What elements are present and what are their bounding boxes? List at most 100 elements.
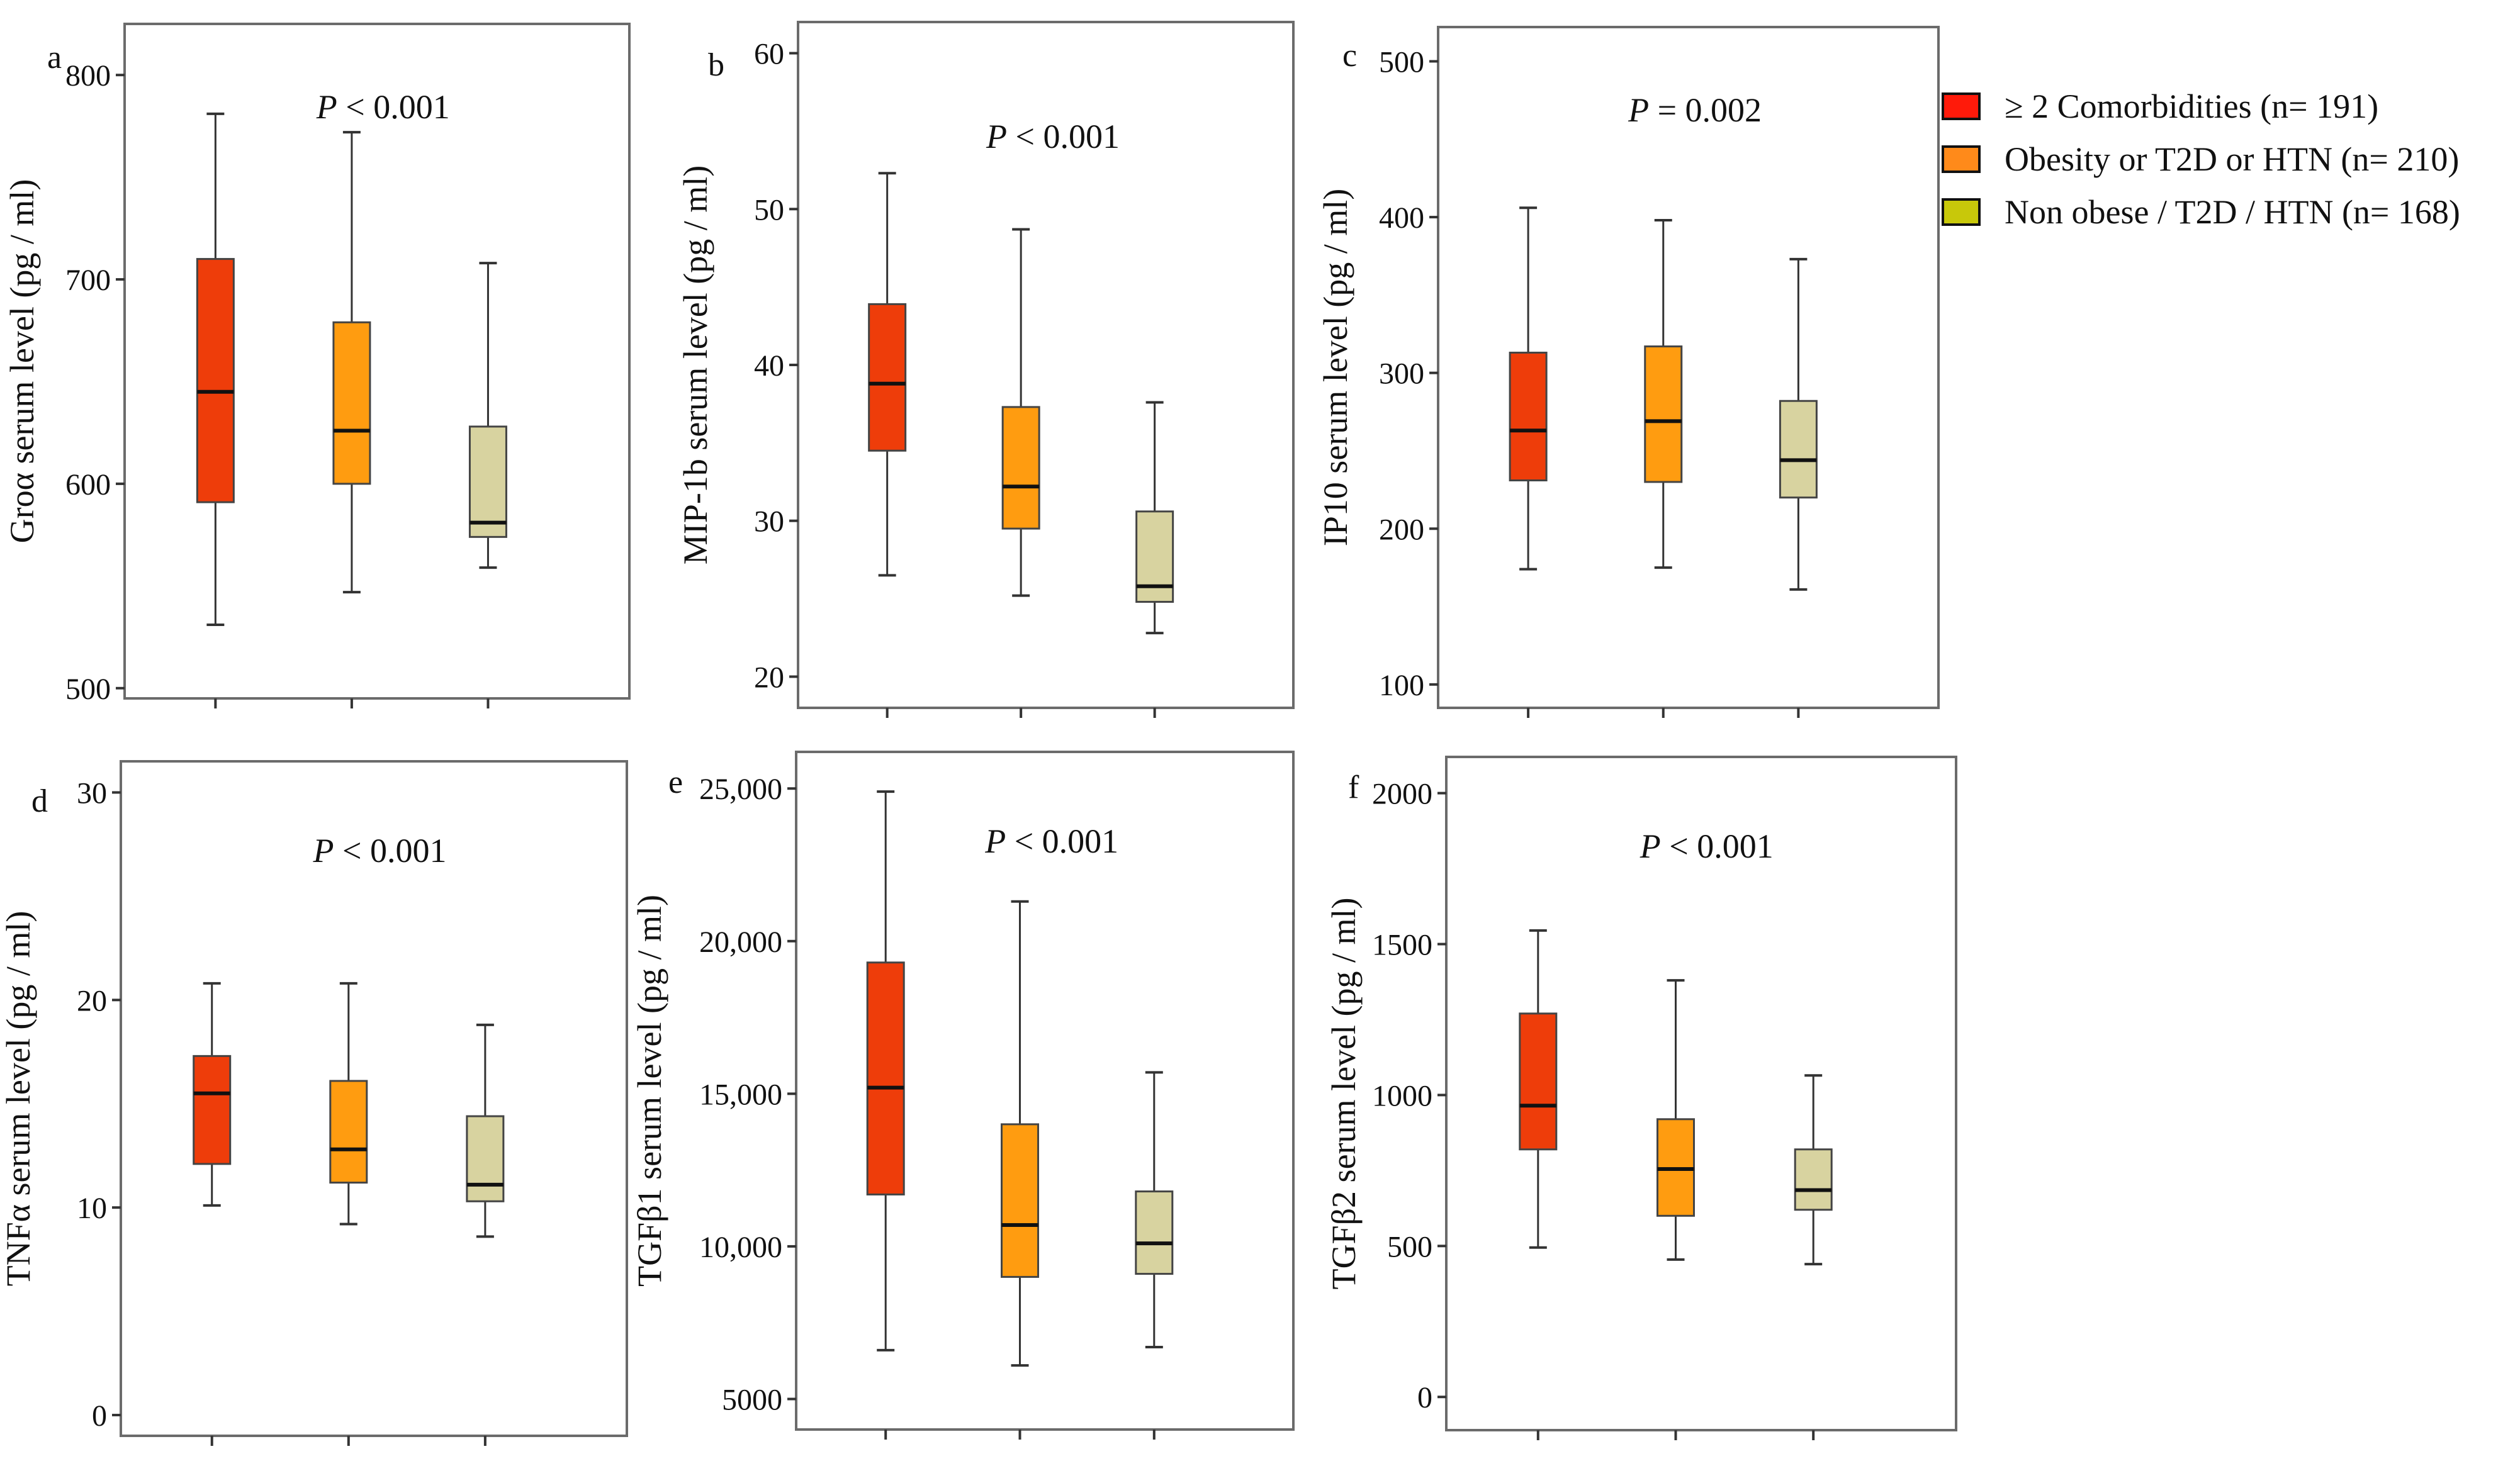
- box-iqr: [868, 303, 907, 452]
- y-tick-label: 10: [77, 1192, 107, 1225]
- panel-a: a P < 0.001 500 600 700 800 Groα serum level (…: [3, 23, 631, 708]
- box-3: [1135, 1071, 1174, 1349]
- panel-e: e P < 0.001 5000 10,000 15,000 20,000 25,000 TG…: [631, 751, 1295, 1440]
- box-1: [866, 790, 905, 1351]
- box-iqr: [332, 321, 371, 485]
- box-2: [1644, 219, 1683, 569]
- box-iqr: [1779, 400, 1818, 499]
- legend-swatch-orange: [1942, 145, 1981, 173]
- panel-letter: a: [47, 40, 62, 76]
- panel-f: f P < 0.001 0 500 1000 1500 2000 TGFβ2 serum le…: [1325, 756, 1957, 1440]
- panel-letter: b: [708, 47, 724, 83]
- p-value-text: < 0.001: [337, 88, 450, 126]
- y-tick-label: 400: [1379, 201, 1424, 235]
- y-tick-label: 5000: [722, 1383, 782, 1416]
- box-2: [329, 982, 368, 1226]
- box-2: [1001, 900, 1039, 1367]
- box-iqr: [1509, 351, 1548, 482]
- box-iqr: [1794, 1148, 1833, 1211]
- legend-item-multiple-comorbidities: ≥ 2 Comorbidities (n= 191): [1942, 82, 2378, 131]
- y-tick-label: 20: [77, 984, 107, 1017]
- y-axis-label: TGFβ2 serum level (pg / ml): [1325, 898, 1363, 1290]
- panel-letter: f: [1348, 769, 1359, 805]
- legend-label: Obesity or T2D or HTN (n= 210): [2005, 140, 2460, 178]
- y-tick-label: 1000: [1372, 1079, 1432, 1112]
- p-value-text: < 0.001: [334, 832, 447, 870]
- p-symbol: P: [1640, 827, 1661, 865]
- panel-frame: [1437, 26, 1940, 709]
- box-iqr: [329, 1080, 368, 1184]
- y-tick-label: 20,000: [699, 926, 782, 959]
- y-axis-label: IP10 serum level (pg / ml): [1317, 189, 1354, 546]
- panel-c: c P = 0.002 100 200 300 400 500 IP10 serum leve…: [1317, 26, 1940, 718]
- y-tick-label: 200: [1379, 513, 1424, 546]
- box-iqr: [1135, 510, 1174, 603]
- box-iqr: [1135, 1190, 1174, 1275]
- y-tick-label: 100: [1379, 669, 1424, 702]
- y-tick-label: 2000: [1372, 778, 1432, 811]
- y-tick-label: 0: [92, 1399, 107, 1433]
- y-tick-label: 300: [1379, 357, 1424, 391]
- legend-label: Non obese / T2D / HTN (n= 168): [2005, 193, 2460, 231]
- p-value-text: < 0.001: [1007, 118, 1120, 155]
- panel-frame: [795, 751, 1295, 1431]
- p-value-text: < 0.001: [1006, 822, 1118, 860]
- p-value-text: = 0.002: [1649, 91, 1762, 129]
- panel-d: d P < 0.001 0 10 20 30 TNFα serum level (pg / …: [0, 760, 628, 1446]
- box-3: [466, 1023, 505, 1238]
- p-value-label: P < 0.001: [986, 118, 1120, 155]
- p-symbol: P: [1628, 91, 1649, 129]
- p-value-label: P = 0.002: [1628, 91, 1762, 129]
- panel-letter: e: [668, 764, 683, 800]
- y-tick-label: 500: [65, 673, 111, 706]
- legend-label: ≥ 2 Comorbidities (n= 191): [2005, 87, 2379, 125]
- y-tick-label: 800: [65, 59, 111, 92]
- y-tick-label: 30: [754, 505, 784, 539]
- legend-item-single-comorbidity: Obesity or T2D or HTN (n= 210): [1942, 135, 2459, 184]
- y-tick-label: 20: [754, 661, 784, 694]
- box-3: [1794, 1074, 1833, 1266]
- box-1: [1509, 206, 1548, 571]
- legend-swatch-red: [1942, 92, 1981, 120]
- box-iqr: [866, 961, 905, 1195]
- box-iqr: [193, 1055, 232, 1165]
- legend-swatch-yellow: [1942, 198, 1981, 226]
- y-tick-label: 15,000: [699, 1078, 782, 1111]
- p-symbol: P: [316, 88, 337, 126]
- y-axis-label: TNFα serum level (pg / ml): [0, 911, 37, 1287]
- p-symbol: P: [984, 822, 1006, 860]
- y-tick-label: 700: [65, 264, 111, 297]
- panel-letter: c: [1342, 38, 1357, 74]
- box-iqr: [1519, 1012, 1558, 1151]
- panel-letter: d: [31, 783, 48, 819]
- p-symbol: P: [986, 118, 1007, 155]
- box-2: [1657, 979, 1695, 1261]
- box-3: [1135, 401, 1174, 635]
- y-axis-label: Groα serum level (pg / ml): [3, 179, 41, 544]
- p-value-label: P < 0.001: [1640, 827, 1774, 865]
- box-iqr: [466, 1115, 505, 1202]
- y-tick-label: 1500: [1372, 928, 1432, 961]
- p-value-label: P < 0.001: [313, 832, 447, 870]
- panel-frame: [120, 760, 628, 1437]
- legend-item-no-comorbidity: Non obese / T2D / HTN (n= 168): [1942, 187, 2460, 237]
- box-iqr: [196, 258, 235, 503]
- p-symbol: P: [313, 832, 334, 870]
- box-3: [1779, 257, 1818, 591]
- box-2: [332, 131, 371, 594]
- y-tick-label: 0: [1417, 1381, 1432, 1414]
- box-1: [1519, 929, 1558, 1249]
- legend: ≥ 2 Comorbidities (n= 191) Obesity or T2…: [1942, 82, 2514, 245]
- panel-frame: [1445, 756, 1957, 1431]
- box-2: [1001, 228, 1040, 597]
- box-3: [468, 262, 507, 569]
- y-tick-label: 500: [1379, 45, 1424, 79]
- panel-frame: [123, 23, 631, 700]
- panel-b: b P < 0.001 20 30 40 50 60 MIP-1b serum level (…: [677, 21, 1295, 718]
- box-iqr: [1001, 1123, 1039, 1278]
- y-tick-label: 60: [754, 38, 784, 71]
- p-value-text: < 0.001: [1661, 827, 1774, 865]
- y-tick-label: 10,000: [699, 1231, 782, 1264]
- y-axis-label: MIP-1b serum level (pg / ml): [677, 165, 714, 564]
